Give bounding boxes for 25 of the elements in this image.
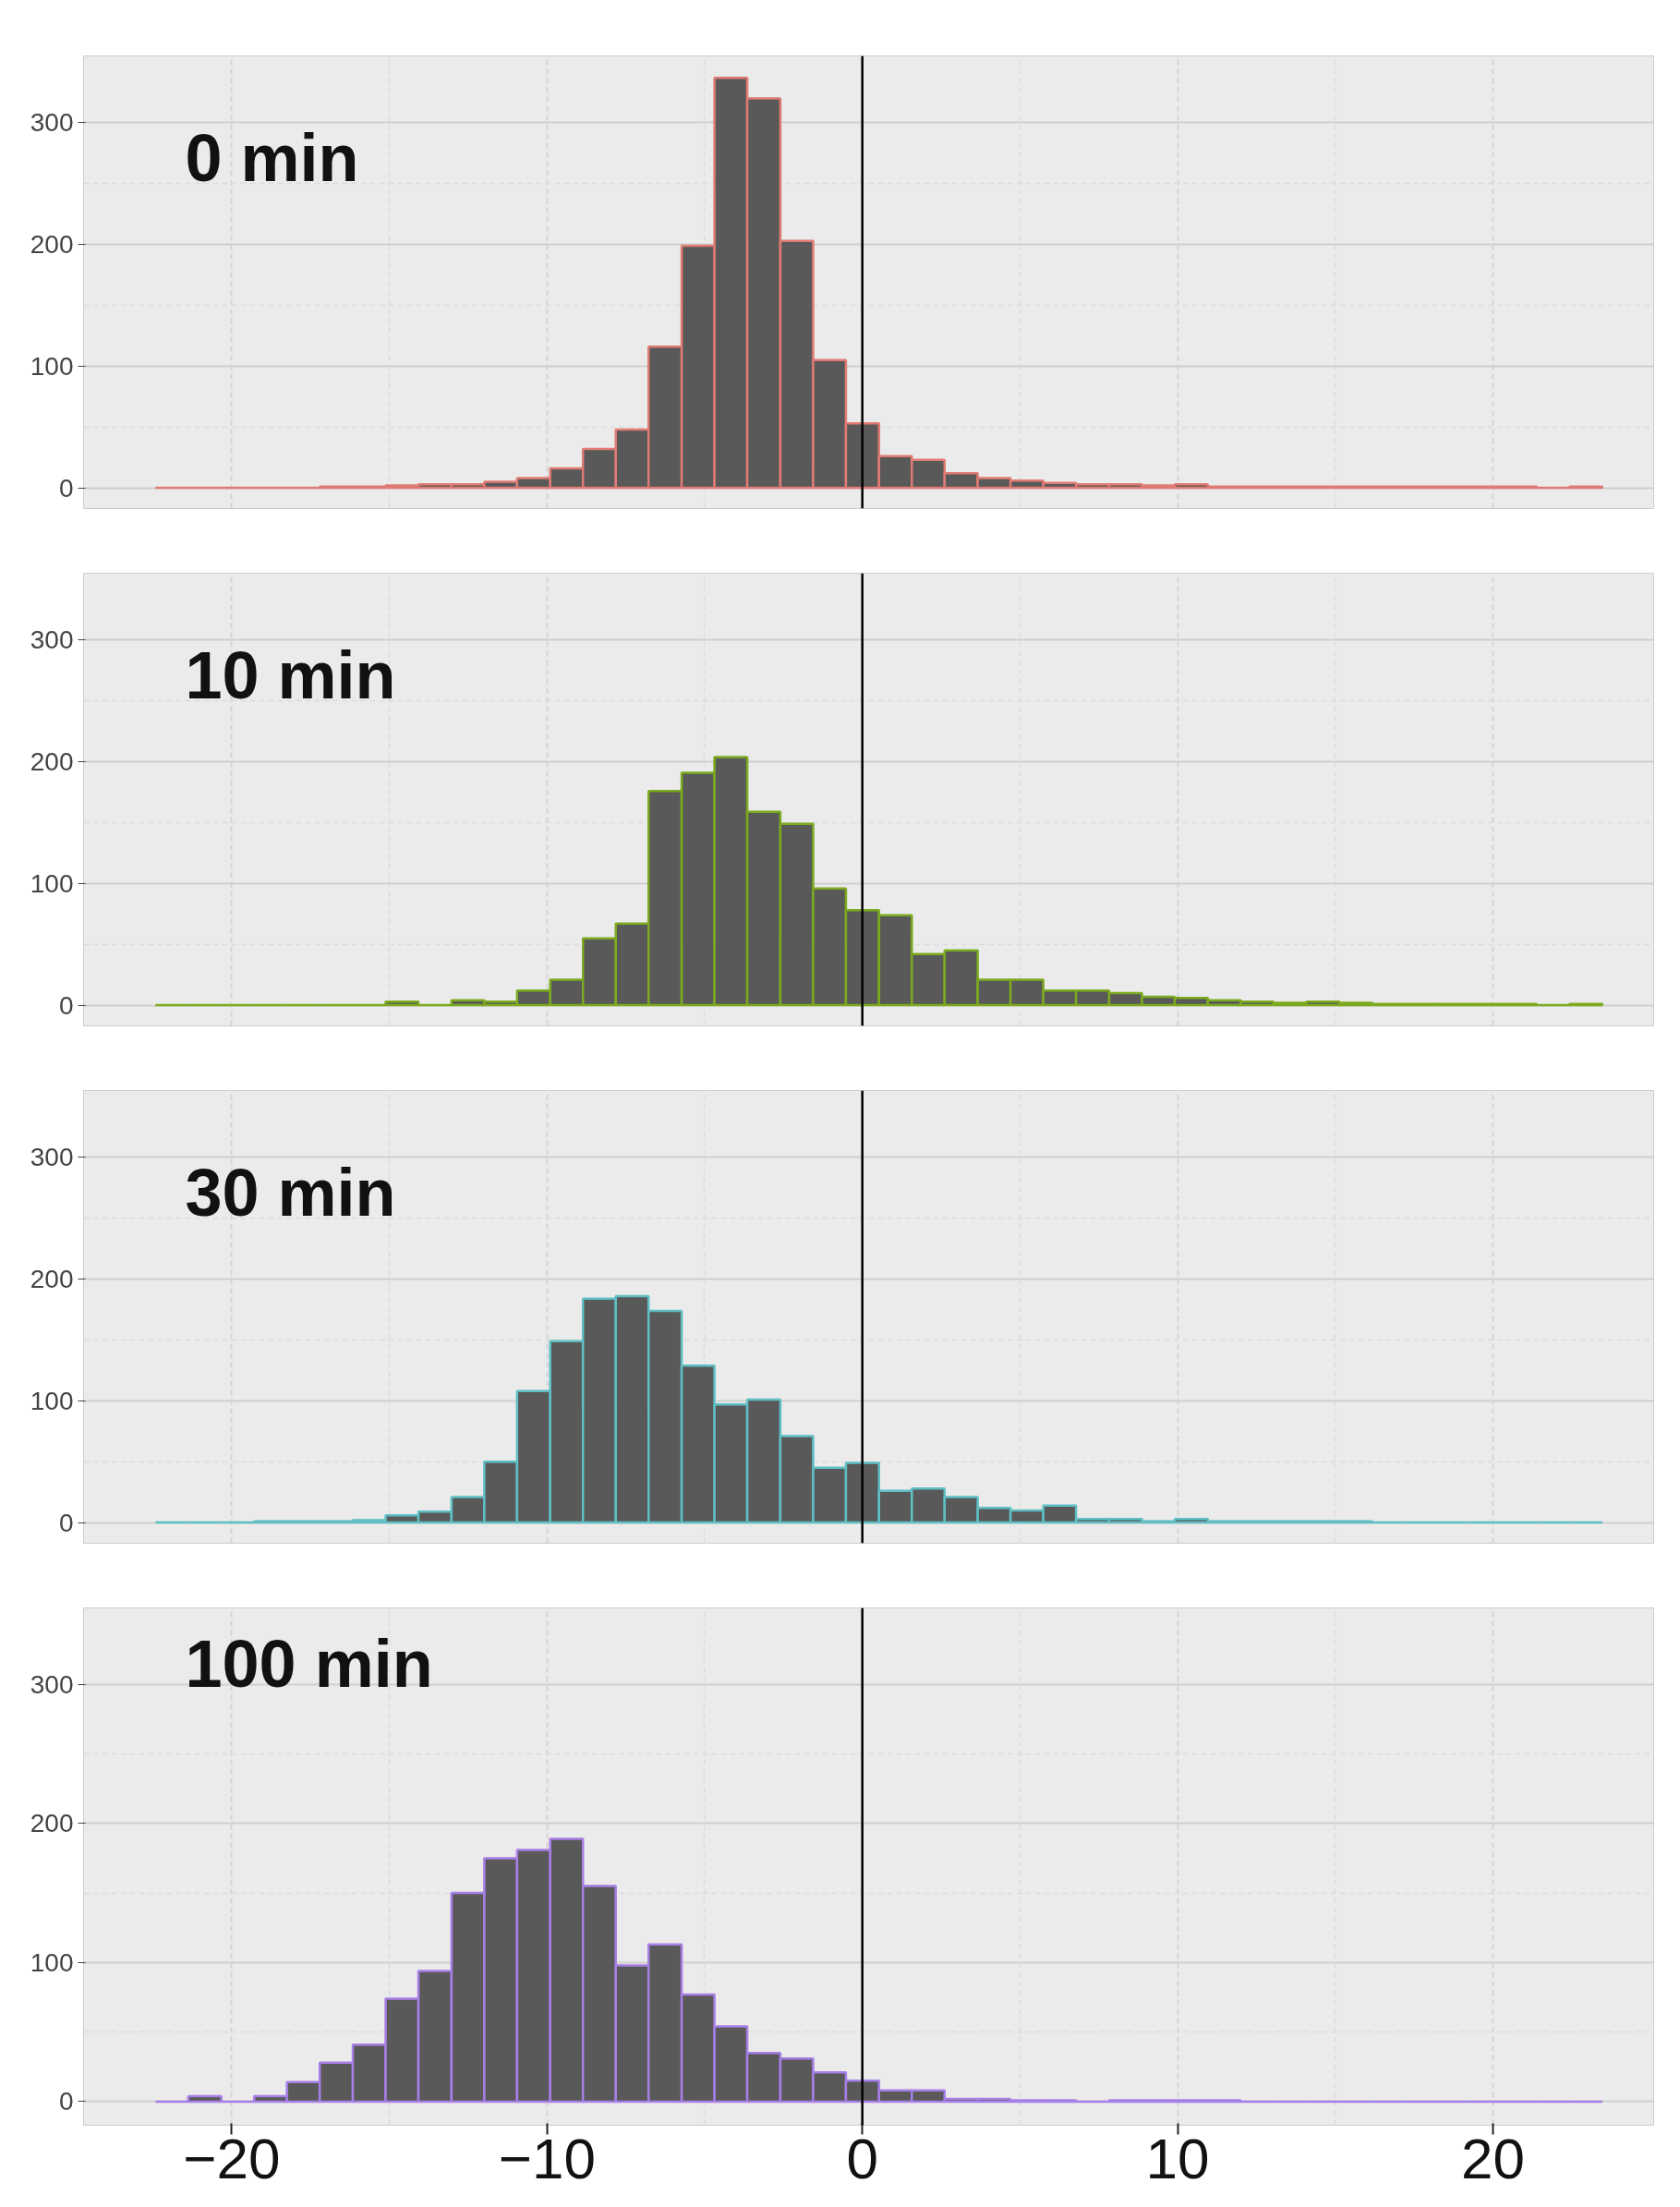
y-tick-label: 200 (30, 1265, 74, 1294)
annotation: 0 min (185, 120, 359, 195)
y-tick-label: 200 (30, 747, 74, 777)
y-tick-label: 300 (30, 108, 74, 138)
y-tick-label: 100 (30, 868, 74, 898)
y-tick-label: 300 (30, 625, 74, 655)
y-tick-label: 0 (58, 2087, 74, 2116)
annotation: 10 min (185, 637, 396, 712)
annotation: 30 min (185, 1155, 396, 1230)
x-tick-label: −20 (183, 2126, 281, 2190)
y-tick-label: 100 (30, 1947, 74, 1977)
y-tick-label: 0 (58, 990, 74, 1020)
y-tick-label: 0 (58, 1508, 74, 1537)
y-tick-label: 200 (30, 1809, 74, 1838)
y-tick-label: 0 (58, 473, 74, 503)
y-tick-label: 100 (30, 351, 74, 381)
annotation: 100 min (185, 1626, 433, 1701)
x-tick-label: −10 (498, 2126, 596, 2190)
x-tick-label: 20 (1460, 2126, 1525, 2190)
y-tick-label: 100 (30, 1386, 74, 1415)
x-tick-label: 10 (1145, 2126, 1210, 2190)
x-tick-label: 0 (846, 2126, 878, 2190)
y-tick-label: 200 (30, 230, 74, 260)
y-tick-label: 300 (30, 1669, 74, 1699)
y-tick-label: 300 (30, 1143, 74, 1172)
